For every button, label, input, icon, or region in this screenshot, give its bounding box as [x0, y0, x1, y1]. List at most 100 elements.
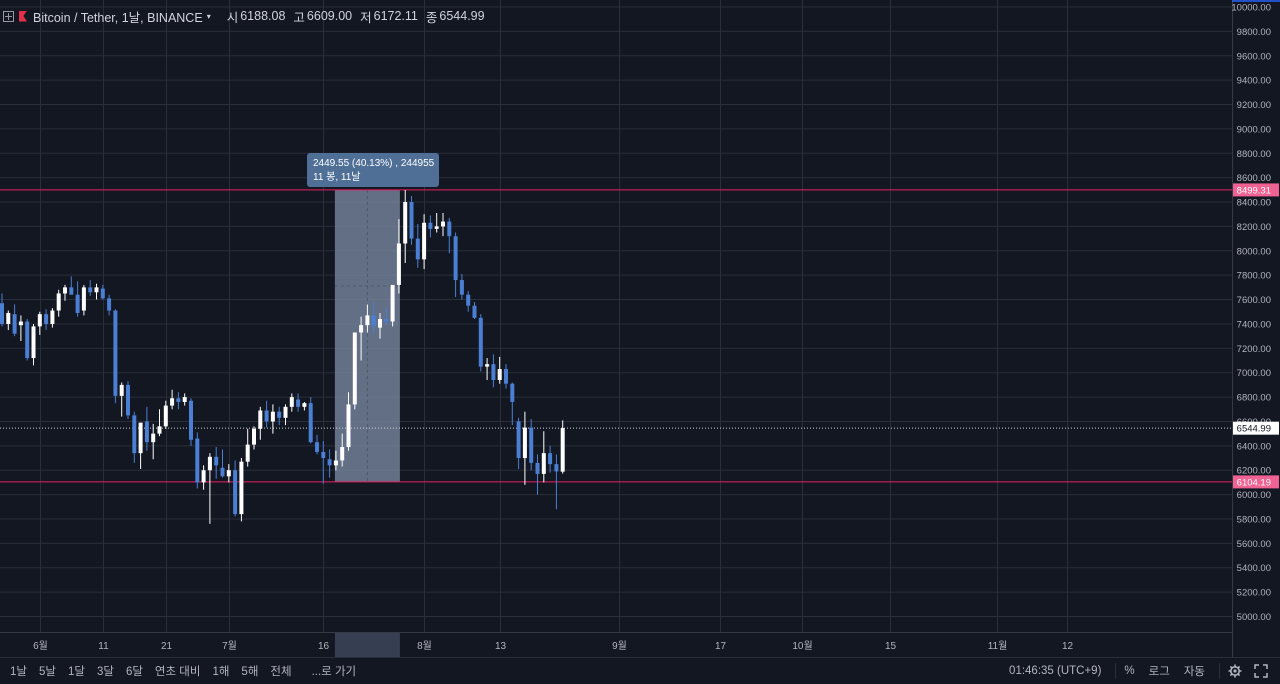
x-tick-label: 21 [161, 641, 173, 652]
candle-body [264, 410, 269, 422]
candle-body [270, 411, 275, 422]
x-tick-label: 15 [885, 641, 897, 652]
candle-body [107, 298, 112, 311]
x-tick-label: 11 [98, 641, 109, 652]
x-tick-label: 9월 [612, 640, 627, 652]
x-tick-label: 7월 [222, 640, 237, 652]
measure-tooltip: 2449.55 (40.13%) , 244955 11 봉, 11날 [307, 153, 439, 187]
y-tick-label: 6000.00 [1237, 490, 1271, 501]
y-tick-label: 8000.00 [1237, 246, 1271, 257]
price-axis[interactable]: 10000.00 9800.00 9600.00 9400.00 9200.00 9000… [1231, 0, 1280, 657]
bottom-right-tools: 01:46:35 (UTC+9) % 로그 자동 [1009, 658, 1280, 684]
x-tick-label: 8월 [417, 640, 432, 652]
candle-body [296, 399, 301, 407]
percent-toggle[interactable]: % [1124, 665, 1135, 677]
candle-body [31, 326, 36, 359]
candle-body [289, 397, 294, 407]
candle-body [516, 421, 521, 459]
candle-body [522, 427, 527, 459]
open-label: 시 [226, 10, 239, 25]
candle-body [510, 383, 515, 402]
y-tick-label: 8600.00 [1237, 173, 1271, 184]
candle-body [75, 294, 80, 313]
log-toggle[interactable]: 로그 [1148, 666, 1170, 678]
expand-icon[interactable] [3, 10, 14, 22]
x-tick-label: 16 [318, 641, 330, 652]
range-1y[interactable]: 1해 [212, 666, 230, 678]
candle-body [390, 284, 395, 322]
candles [0, 189, 565, 524]
candle-body [466, 294, 471, 306]
range-all[interactable]: 전체 [270, 666, 292, 678]
goto-date-button[interactable]: ...로 가기 [311, 666, 357, 678]
candle-body [554, 464, 559, 472]
measure-tooltip-line2: 11 봉, 11날 [313, 171, 361, 183]
candle-body [346, 404, 351, 448]
level-price-label: 8499.31 [1237, 185, 1271, 196]
candle-body [151, 433, 156, 443]
candle-body [485, 364, 490, 367]
range-1m[interactable]: 1달 [67, 666, 85, 678]
candle-body [472, 305, 477, 318]
low-label: 저 [360, 10, 372, 25]
level-price-tag [1233, 183, 1279, 197]
x-tick-label: 17 [715, 641, 727, 652]
range-1d[interactable]: 1날 [10, 666, 27, 678]
range-3m[interactable]: 3달 [96, 666, 114, 678]
candle-body [12, 314, 17, 334]
x-tick-label: 11월 [988, 640, 1008, 652]
candle-body [365, 315, 370, 326]
x-tick-label: 12 [1062, 641, 1074, 652]
gear-icon[interactable] [1228, 664, 1242, 678]
y-tick-label: 9000.00 [1237, 124, 1271, 135]
candle-body [170, 398, 175, 406]
candle-body [428, 222, 433, 229]
grid-lines [0, 0, 1232, 632]
range-6m[interactable]: 6달 [125, 666, 143, 678]
y-tick-label: 7400.00 [1237, 319, 1271, 330]
measure-tooltip-line1: 2449.55 (40.13%) , 244955 [313, 158, 435, 169]
y-tick-label: 6200.00 [1237, 466, 1271, 477]
candle-body [0, 303, 4, 324]
range-5y[interactable]: 5해 [241, 666, 259, 678]
candle-body [302, 403, 307, 407]
chevron-down-icon[interactable]: ▾ [206, 11, 211, 21]
candle-body [478, 317, 483, 367]
candle-body [189, 400, 193, 440]
y-tick-label: 9400.00 [1237, 76, 1271, 87]
divider [1115, 663, 1117, 679]
candle-body [81, 287, 86, 311]
y-tick-label: 6400.00 [1237, 441, 1271, 452]
y-tick-label: 9800.00 [1237, 27, 1271, 38]
candle-body [541, 453, 546, 474]
range-5d[interactable]: 5날 [38, 666, 56, 678]
candle-body [94, 287, 99, 293]
y-tick-label: 10000.00 [1231, 3, 1271, 14]
time-axis[interactable]: 6월 11 21 7월 16 8월 13 9월 17 10월 15 11월 12 [0, 632, 1232, 653]
candle-body [126, 384, 130, 416]
candle-body [434, 226, 439, 229]
candle-body [252, 428, 256, 445]
candle-body [201, 470, 206, 483]
candle-body [119, 384, 124, 396]
range-ytd[interactable]: 연초 대비 [154, 666, 201, 678]
candle-body [422, 222, 427, 260]
y-tick-label: 9200.00 [1237, 100, 1271, 111]
candle-body [352, 332, 357, 405]
symbol-title[interactable]: Bitcoin / Tether, 1날, BINANCE [33, 10, 203, 25]
fullscreen-icon[interactable] [1254, 664, 1268, 678]
high-label: 고 [293, 10, 305, 25]
bottom-toolbar: 1날 5날 1달 3달 6달 연초 대비 1해 5해 전체 ...로 가기 01… [0, 657, 1280, 684]
auto-toggle[interactable]: 자동 [1183, 666, 1205, 678]
x-tick-label: 6월 [33, 640, 48, 652]
candle-body [100, 288, 105, 299]
candle-body [283, 406, 288, 418]
candle-body [529, 427, 534, 463]
candle-body [239, 461, 244, 515]
y-tick-label: 8800.00 [1237, 149, 1271, 160]
price-axis-panel[interactable] [1232, 0, 1280, 632]
candle-body [220, 467, 225, 477]
divider [1219, 663, 1220, 679]
